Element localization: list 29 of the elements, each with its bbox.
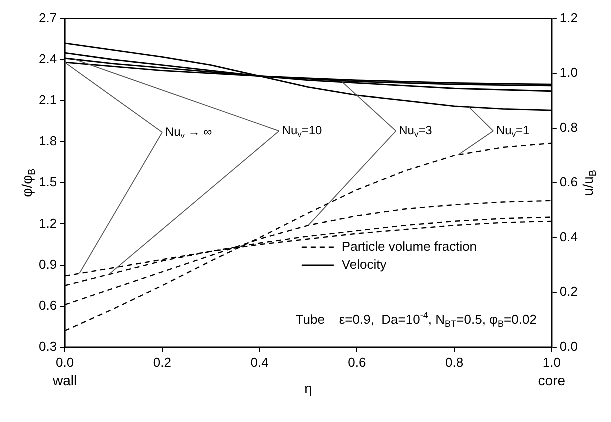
y2-axis-title: u/uB <box>580 170 599 196</box>
x-tick-label: 1.0 <box>542 354 561 370</box>
y-tick-label: 2.4 <box>38 51 58 66</box>
y-axis-title: φ/φB <box>18 168 38 198</box>
y2-tick-label: 0.0 <box>560 338 578 354</box>
y2-tick-label: 0.6 <box>560 174 578 190</box>
y2-tick-label: 0.8 <box>560 120 578 135</box>
legend-label: Velocity <box>342 256 388 272</box>
y2-tick-label: 0.2 <box>560 284 578 300</box>
y-tick-label: 0.6 <box>38 298 58 313</box>
y-tick-label: 0.9 <box>38 256 58 272</box>
legend-label: Particle volume fraction <box>342 238 478 254</box>
y-tick-label: 2.1 <box>38 92 58 108</box>
y2-tick-label: 1.0 <box>560 65 578 80</box>
y-tick-label: 0.3 <box>38 338 58 354</box>
x-tick-label: 0.0 <box>56 354 74 370</box>
y-tick-label: 2.7 <box>38 10 58 26</box>
y-tick-label: 1.2 <box>38 216 58 231</box>
x-tick-label: 0.8 <box>446 354 464 370</box>
x-tick-label: 0.4 <box>250 354 269 370</box>
y2-tick-label: 1.2 <box>560 10 578 26</box>
x-axis-title: η <box>304 380 312 396</box>
text: wall <box>52 372 78 388</box>
x-tick-label: 0.6 <box>348 354 366 370</box>
y-tick-label: 1.8 <box>38 134 58 149</box>
y-tick-label: 1.5 <box>38 174 58 190</box>
x-tick-label: 0.2 <box>153 354 172 370</box>
text: core <box>538 372 566 388</box>
y2-tick-label: 0.4 <box>560 229 578 244</box>
